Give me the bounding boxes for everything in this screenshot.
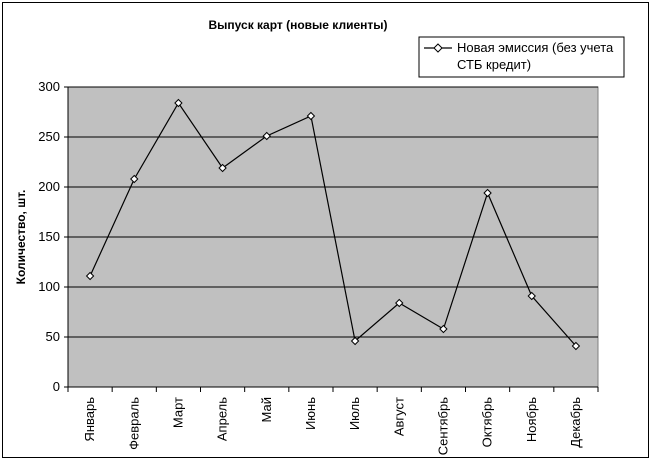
gridlines [68,86,598,338]
data-point-marker [218,163,227,173]
x-tick-label: Июль [347,397,362,430]
x-axis: Январь Февраль Март Апрель Май Июнь Июль Август… [67,386,599,455]
legend: Новая эмиссия (без учета СТБ кредит) [418,36,625,78]
y-axis: 0 50 100 150 200 250 300 [38,79,69,394]
x-tick-label: Август [391,397,406,436]
x-tick-label: Июнь [303,397,318,430]
legend-diamond-marker [433,43,443,53]
y-tick-label: 100 [38,279,60,294]
data-point-marker [439,324,448,334]
x-tick-label: Февраль [126,397,141,450]
x-tick-label: Январь [82,397,97,442]
legend-box [418,36,625,78]
x-tick-label: Декабрь [568,397,583,448]
y-tick-label: 250 [38,129,60,144]
y-tick-label: 50 [46,329,60,344]
data-point-marker [130,174,139,184]
data-point-marker [571,341,581,351]
y-tick-label: 150 [38,229,60,244]
data-point-marker [306,111,316,121]
x-tick-label: Апрель [215,397,230,441]
data-point-marker [350,336,360,346]
x-tick-label: Май [259,397,274,422]
series-line [89,101,577,347]
y-tick-label: 0 [53,379,60,394]
y-tick-label: 300 [38,79,60,94]
x-tick-label: Сентябрь [435,397,450,455]
data-point-marker [85,271,95,281]
legend-label-line-2: СТБ кредит) [457,57,531,72]
chart-title: Выпуск карт (новые клиенты) [208,18,387,32]
data-point-marker [527,291,536,301]
data-point-marker [483,188,492,198]
y-axis-title: Количество, шт. [14,190,28,285]
y-tick-label: 200 [38,179,60,194]
x-tick-label: Ноябрь [524,397,539,442]
series-group [85,98,581,351]
data-point-marker [262,131,271,141]
x-tick-label: Март [170,397,185,428]
legend-label-line-1: Новая эмиссия (без учета [457,40,614,55]
data-point-marker [174,98,183,108]
x-tick-label: Октябрь [480,397,495,448]
data-point-marker [395,298,404,308]
